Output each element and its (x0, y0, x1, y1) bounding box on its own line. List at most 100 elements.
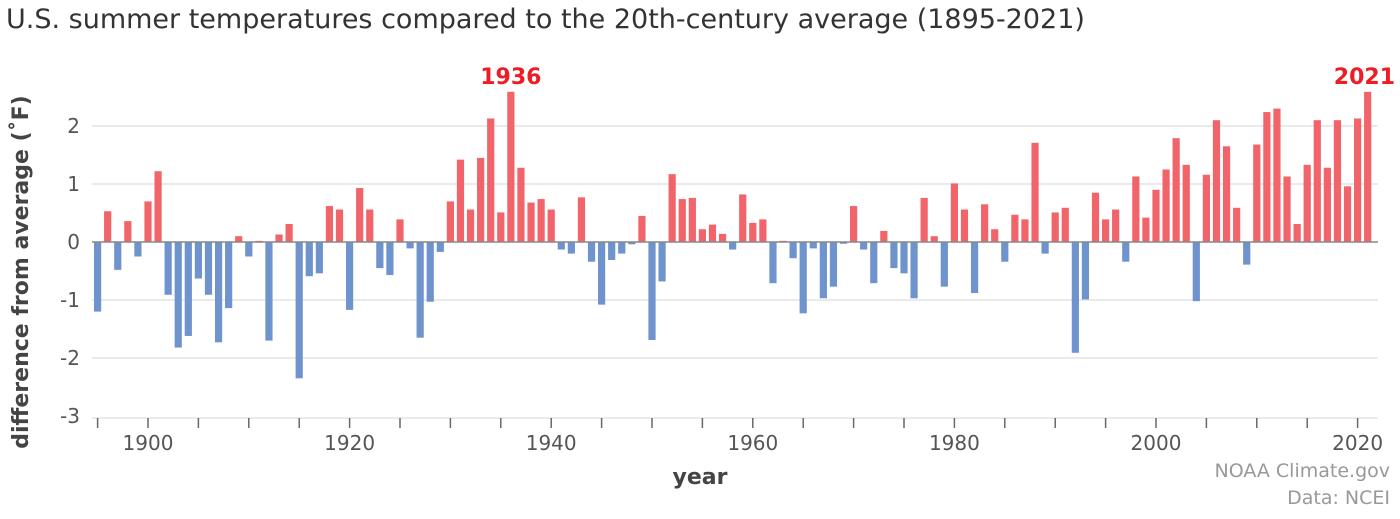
bar-1974 (890, 242, 898, 269)
bar-1955 (698, 229, 706, 242)
bar-1970 (850, 206, 858, 242)
bar-1923 (376, 242, 384, 269)
bar-2007 (1222, 146, 1231, 242)
bar-1951 (658, 242, 666, 282)
bar-1973 (880, 230, 888, 242)
bar-1943 (577, 197, 586, 242)
bar-2004 (1192, 242, 1200, 302)
y-axis-label: difference from average (˚F) (9, 95, 34, 448)
bar-1992 (1071, 242, 1079, 353)
bar-1896 (104, 211, 112, 242)
bar-2021 (1364, 91, 1372, 242)
bar-1909 (235, 236, 243, 242)
bar-1961 (759, 219, 767, 242)
bar-1919 (335, 209, 344, 242)
bar-1966 (809, 242, 817, 249)
bar-1934 (487, 118, 495, 242)
bar-1991 (1061, 207, 1069, 242)
bar-2001 (1162, 169, 1170, 242)
bar-1901 (154, 171, 162, 242)
bar-1908 (225, 242, 233, 309)
bar-2010 (1253, 144, 1261, 242)
bar-1931 (456, 159, 465, 242)
bar-1981 (960, 209, 969, 242)
bar-1976 (910, 242, 918, 299)
bar-1954 (688, 197, 696, 242)
bar-1900 (144, 201, 152, 242)
x-tick-label: 2020 (1332, 431, 1383, 455)
bar-2019 (1343, 186, 1352, 242)
bar-1947 (618, 242, 626, 254)
bar-2014 (1293, 224, 1301, 242)
bar-1916 (305, 242, 313, 277)
y-tick-label: -3 (60, 404, 80, 428)
bar-1977 (920, 197, 928, 242)
bar-1928 (426, 242, 434, 302)
bar-1897 (114, 242, 122, 270)
bar-1949 (638, 215, 646, 242)
credit-source: NOAA Climate.gov (1214, 460, 1390, 482)
bar-1912 (265, 242, 273, 341)
bar-1953 (678, 199, 686, 242)
bar-1999 (1142, 217, 1150, 242)
y-tick-label: -2 (60, 346, 80, 370)
bar-1959 (739, 194, 747, 242)
bar-1965 (799, 242, 807, 314)
bar-1962 (769, 242, 777, 284)
bar-1915 (295, 242, 303, 379)
bar-2011 (1263, 112, 1271, 242)
bar-1926 (406, 242, 414, 249)
bar-1921 (356, 188, 364, 242)
bar-1957 (718, 233, 727, 242)
bar-1933 (477, 157, 485, 242)
bar-1920 (346, 242, 354, 310)
x-tick-label: 1900 (123, 431, 174, 455)
bar-1995 (1102, 219, 1110, 242)
bar-2002 (1172, 138, 1180, 242)
bar-1993 (1081, 242, 1090, 300)
bar-1964 (789, 242, 797, 259)
x-tick-label: 1960 (727, 431, 778, 455)
bar-2009 (1243, 242, 1251, 265)
bar-1972 (870, 242, 878, 284)
bar-1903 (174, 242, 182, 348)
bar-1924 (386, 242, 394, 276)
bar-1990 (1051, 212, 1059, 242)
bar-1979 (940, 242, 948, 287)
x-tick-label: 1920 (324, 431, 375, 455)
bar-1914 (285, 224, 293, 242)
bar-2015 (1303, 164, 1311, 242)
bar-1940 (547, 209, 555, 242)
bar-1910 (245, 242, 253, 257)
credit-data: Data: NCEI (1287, 487, 1390, 509)
bar-1986 (1011, 214, 1019, 242)
bar-2008 (1233, 207, 1241, 242)
y-tick-label: 2 (67, 114, 80, 138)
bar-1907 (214, 242, 223, 343)
bar-1996 (1112, 209, 1120, 242)
bar-1925 (396, 219, 404, 242)
bar-1958 (729, 242, 737, 250)
bar-1946 (608, 242, 616, 260)
x-axis-label: year (673, 465, 728, 490)
bar-1927 (416, 242, 424, 338)
bar-2012 (1273, 108, 1281, 242)
bar-1980 (950, 183, 958, 242)
y-tick-label: 1 (67, 172, 80, 196)
y-tick-label: -1 (60, 288, 80, 312)
bar-2017 (1323, 167, 1331, 242)
bar-1930 (446, 201, 454, 242)
x-tick-label: 1980 (929, 431, 980, 455)
bar-2005 (1202, 174, 1210, 242)
bar-1944 (587, 242, 596, 262)
bar-1987 (1021, 219, 1029, 242)
bar-1942 (567, 242, 575, 254)
bar-2003 (1182, 164, 1190, 242)
bar-1988 (1031, 142, 1039, 242)
bar-1936 (507, 91, 515, 242)
bar-1969 (839, 242, 848, 244)
bar-1994 (1091, 192, 1100, 242)
bar-2006 (1212, 120, 1221, 242)
bar-1905 (194, 242, 202, 279)
